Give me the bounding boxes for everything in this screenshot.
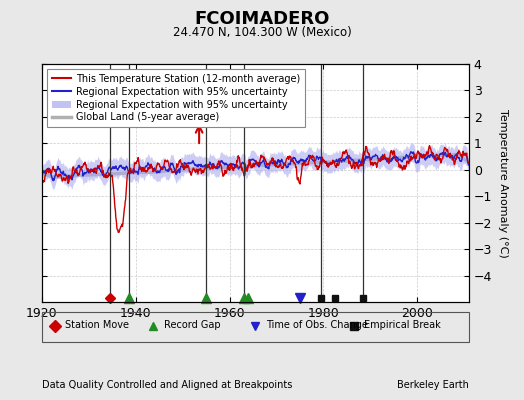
Text: Empirical Break: Empirical Break bbox=[364, 320, 441, 330]
Text: Berkeley Earth: Berkeley Earth bbox=[397, 380, 469, 390]
Y-axis label: Temperature Anomaly (°C): Temperature Anomaly (°C) bbox=[498, 109, 508, 257]
Legend: This Temperature Station (12-month average), Regional Expectation with 95% uncer: This Temperature Station (12-month avera… bbox=[47, 69, 305, 127]
Text: Time of Obs. Change: Time of Obs. Change bbox=[266, 320, 368, 330]
Text: Data Quality Controlled and Aligned at Breakpoints: Data Quality Controlled and Aligned at B… bbox=[42, 380, 292, 390]
Text: Station Move: Station Move bbox=[66, 320, 129, 330]
Text: 24.470 N, 104.300 W (Mexico): 24.470 N, 104.300 W (Mexico) bbox=[172, 26, 352, 39]
Text: Record Gap: Record Gap bbox=[163, 320, 220, 330]
Text: FCOIMADERO: FCOIMADERO bbox=[194, 10, 330, 28]
